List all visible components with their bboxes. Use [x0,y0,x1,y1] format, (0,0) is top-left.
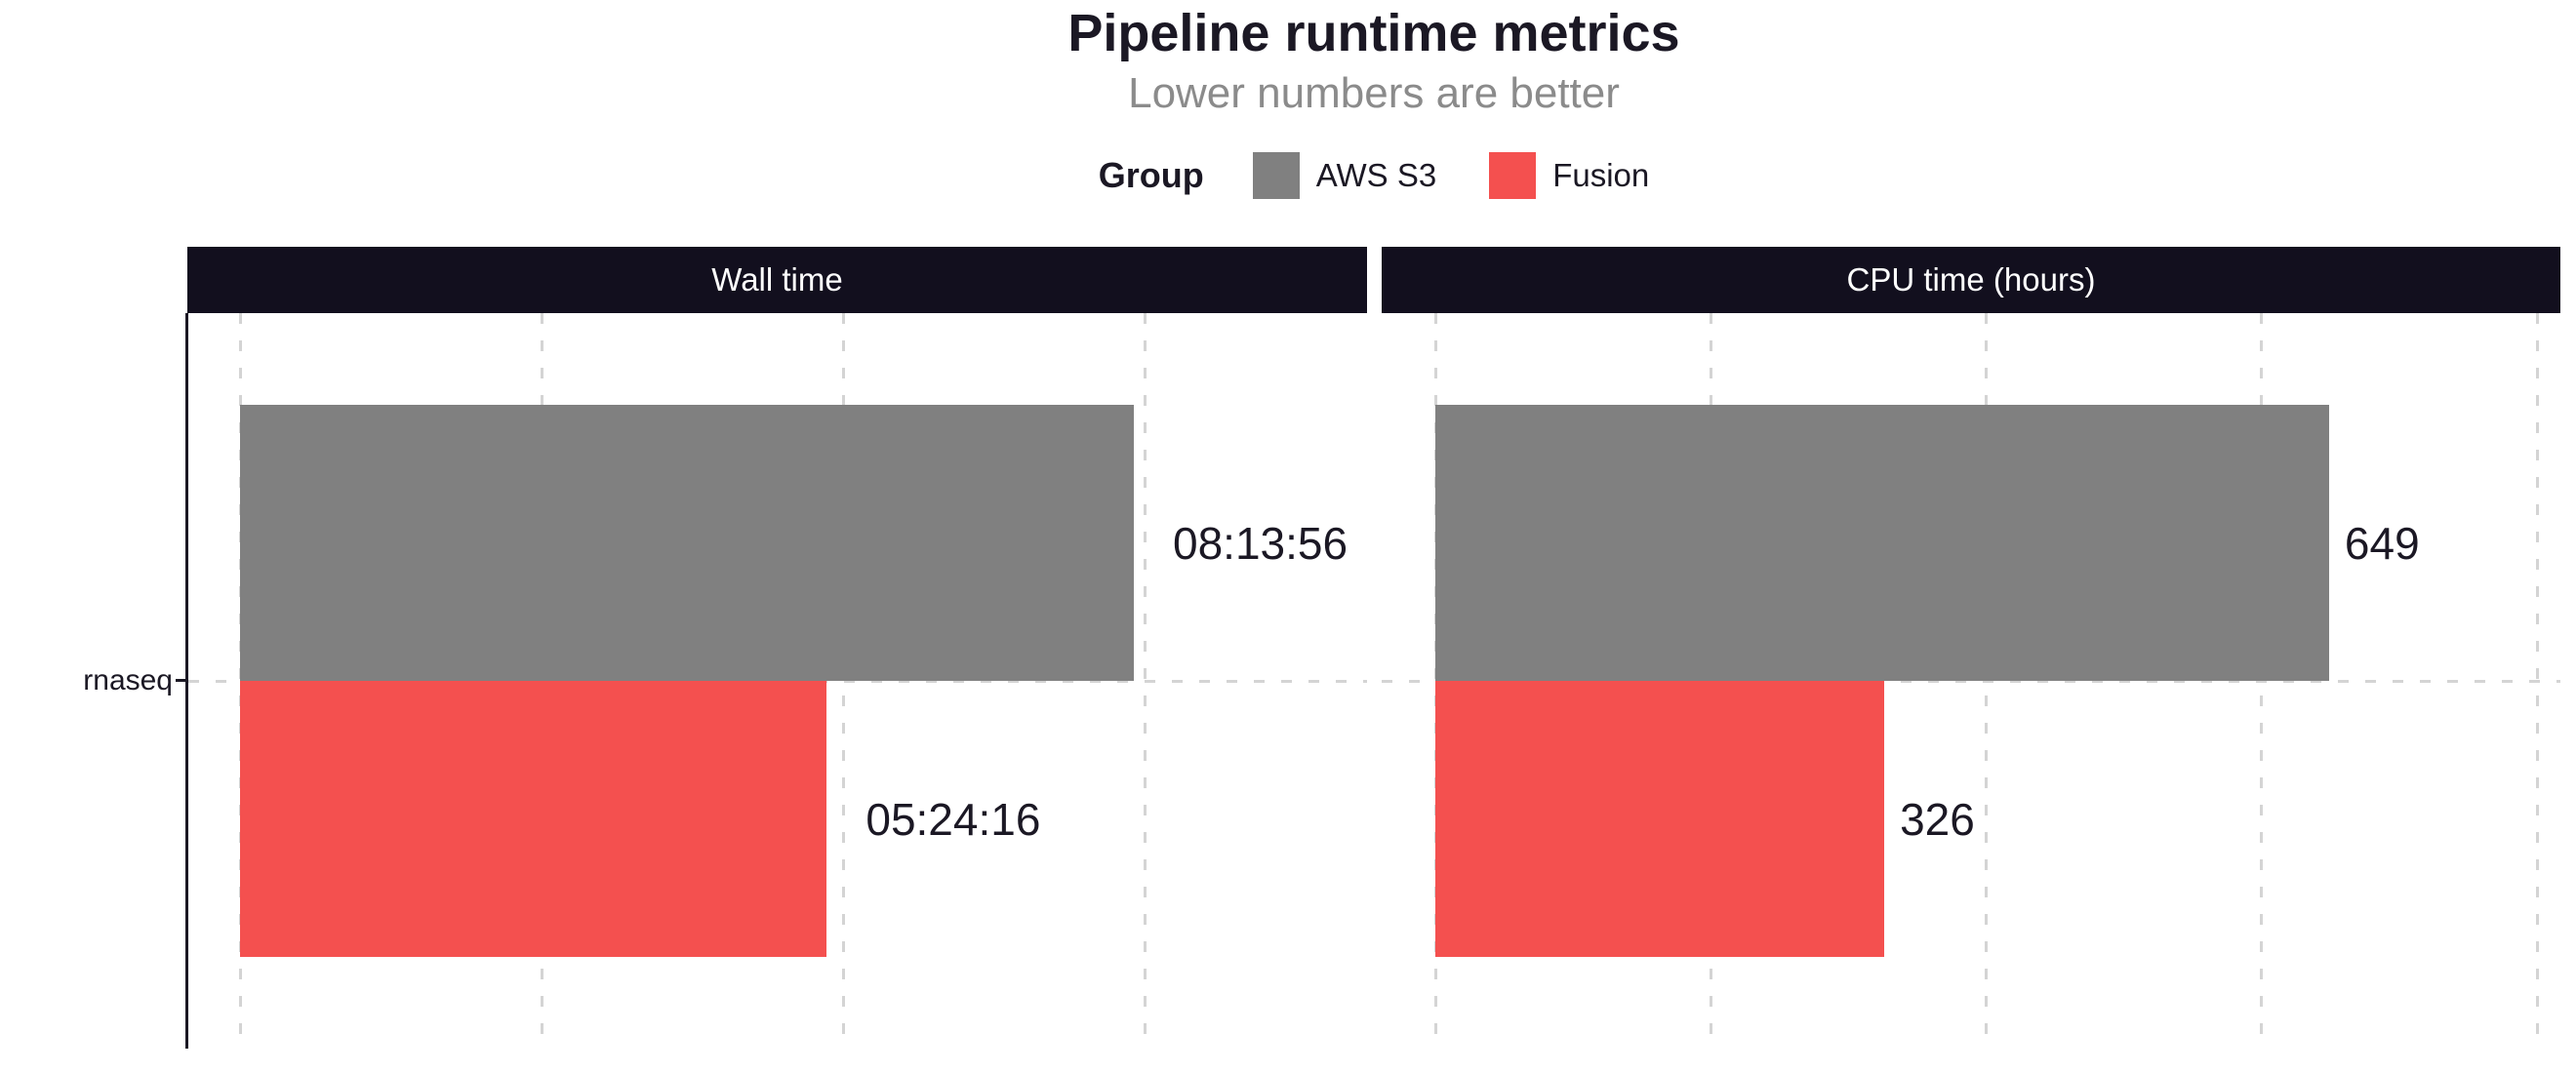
panel-header-wall-time: Wall time [187,247,1367,313]
legend-label-aws-s3: AWS S3 [1315,157,1437,193]
legend: Group AWS S3 Fusion [172,150,2576,201]
panel-header-cpu-time: CPU time (hours) [1382,247,2560,313]
panel-header-wall-time-label: Wall time [711,261,843,298]
legend-entry-aws-s3: AWS S3 [1252,152,1437,199]
bar-fusion-wall-time [240,681,827,957]
legend-title: Group [1098,155,1204,195]
plot-area-wall-time: 08:13:56 05:24:16 [188,313,1367,1049]
y-axis-category-label: rnaseq [83,664,173,696]
bar-aws-s3-cpu-time-hours [1435,405,2329,681]
chart-subtitle: Lower numbers are better [1128,69,1620,117]
legend-swatch-aws-s3 [1252,152,1300,199]
panel-header-cpu-time-label: CPU time (hours) [1846,261,2096,298]
bar-aws-s3-wall-time [240,405,1134,681]
bar-value-label-fusion-wall-time: 05:24:16 [865,793,1041,845]
chart-title: Pipeline runtime metrics [1067,4,1680,62]
gridline-y-rnaseq [1382,679,2560,683]
legend-entry-fusion: Fusion [1489,152,1649,199]
legend-label-fusion: Fusion [1552,157,1650,193]
bar-value-label-aws-s3-cpu-time-hours: 649 [2344,517,2420,569]
y-axis-tick [176,679,186,682]
plot-area-cpu-time: 649 326 [1382,313,2560,1049]
bar-value-label-aws-s3-wall-time: 08:13:56 [1173,517,1348,569]
legend-swatch-fusion [1489,152,1537,199]
bar-fusion-cpu-time-hours [1435,681,1885,957]
y-axis-line [185,313,188,1049]
bar-value-label-fusion-cpu-time-hours: 326 [1900,793,1975,845]
